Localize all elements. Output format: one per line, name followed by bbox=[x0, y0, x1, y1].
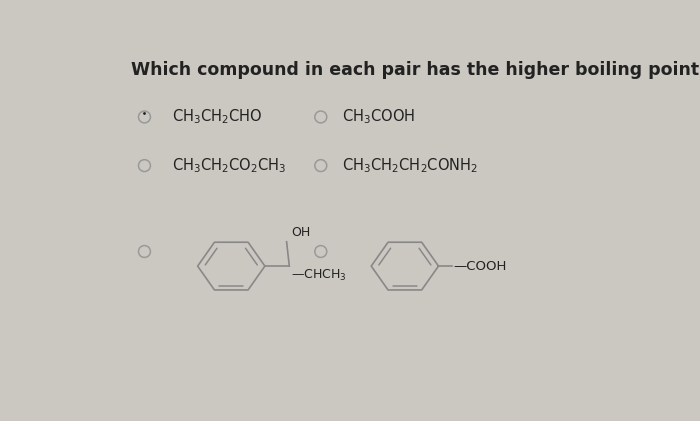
Text: OH: OH bbox=[291, 226, 310, 239]
Text: CH$_3$CH$_2$CH$_2$CONH$_2$: CH$_3$CH$_2$CH$_2$CONH$_2$ bbox=[342, 156, 478, 175]
Text: CH$_3$COOH: CH$_3$COOH bbox=[342, 108, 416, 126]
Text: —COOH: —COOH bbox=[454, 260, 507, 272]
Text: CH$_3$CH$_2$CO$_2$CH$_3$: CH$_3$CH$_2$CO$_2$CH$_3$ bbox=[172, 156, 286, 175]
Text: —CHCH$_3$: —CHCH$_3$ bbox=[291, 268, 346, 283]
Text: CH$_3$CH$_2$CHO: CH$_3$CH$_2$CHO bbox=[172, 108, 262, 126]
Text: Which compound in each pair has the higher boiling point?: Which compound in each pair has the high… bbox=[131, 61, 700, 79]
